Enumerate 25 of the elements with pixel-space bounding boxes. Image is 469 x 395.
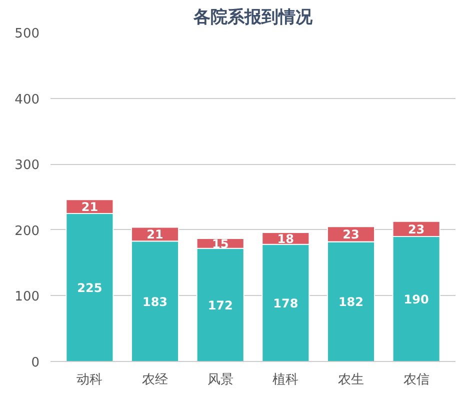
data-label: 172 <box>208 298 233 312</box>
y-tick-label: 100 <box>14 290 40 305</box>
data-label: 21 <box>146 228 164 242</box>
x-tick-label: 风景 <box>207 372 234 388</box>
chart-title: 各院系报到情况 <box>192 8 314 28</box>
data-label: 15 <box>212 236 229 251</box>
x-tick-label: 动科 <box>76 372 103 388</box>
x-tick-label: 农经 <box>142 372 168 388</box>
y-tick-label: 0 <box>31 356 40 370</box>
data-label: 18 <box>277 232 294 246</box>
data-label: 23 <box>408 222 425 236</box>
x-tick-label: 农信 <box>403 372 430 388</box>
y-tick-label: 400 <box>14 92 40 108</box>
data-label: 178 <box>273 296 298 310</box>
data-label: 183 <box>142 294 168 309</box>
data-label: 23 <box>342 228 360 242</box>
y-tick-label: 200 <box>14 224 40 239</box>
x-tick-label: 植科 <box>272 372 299 388</box>
data-label: 21 <box>81 200 98 214</box>
data-label: 182 <box>338 295 364 310</box>
y-tick-label: 500 <box>14 26 40 42</box>
x-tick-label: 农生 <box>338 372 364 388</box>
y-tick-label: 300 <box>14 158 40 174</box>
data-label: 190 <box>404 292 429 306</box>
data-label: 225 <box>77 280 102 295</box>
